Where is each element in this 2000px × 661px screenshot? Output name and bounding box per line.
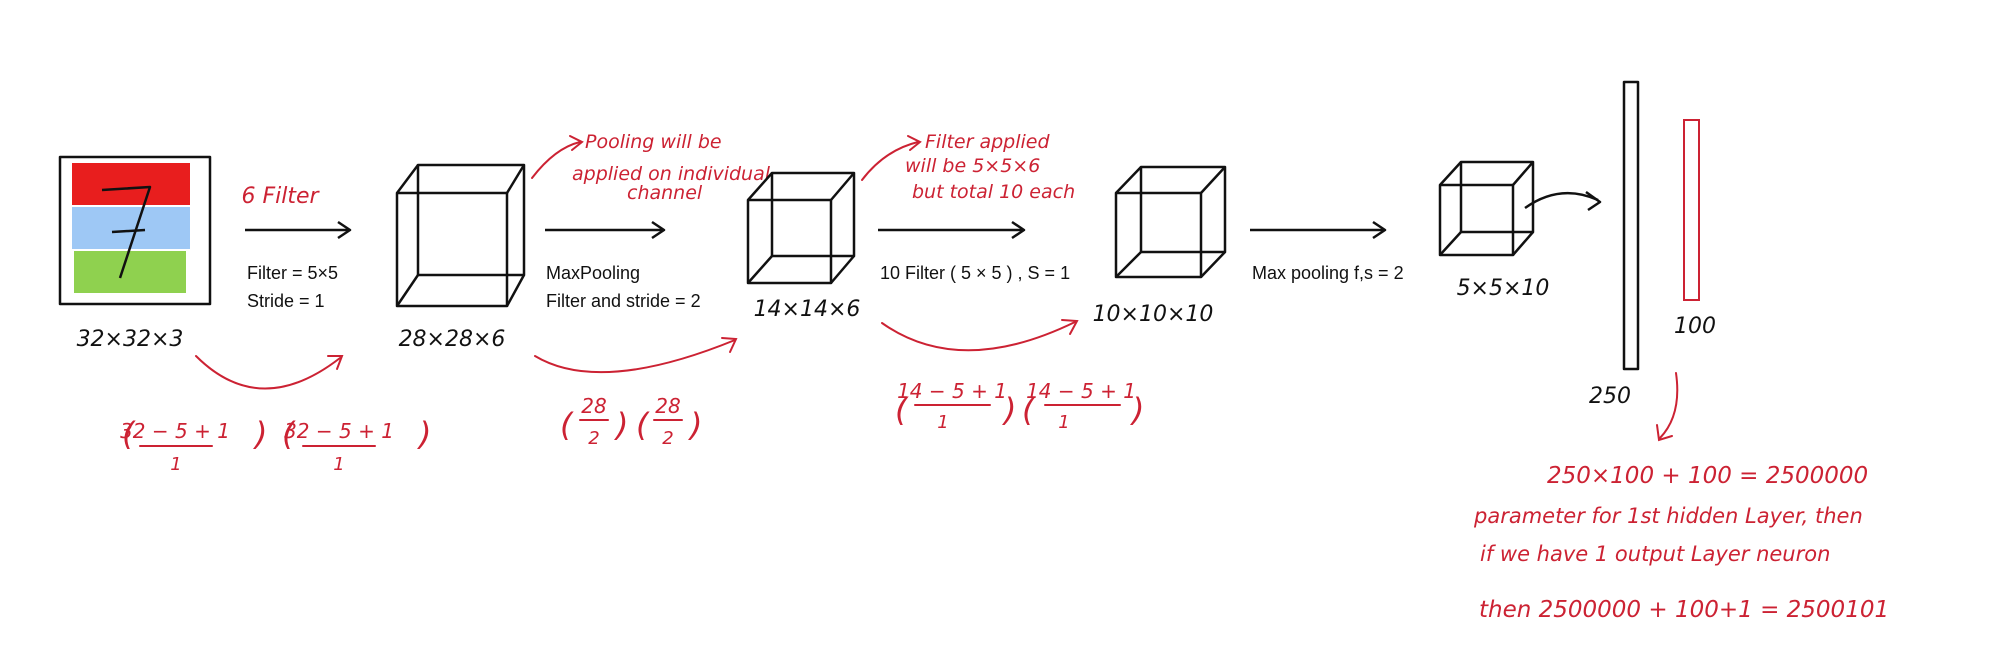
svg-text:): ) xyxy=(417,415,431,453)
cube1-dims: 28×28×6 xyxy=(399,327,506,352)
pool2-label: Max pooling f,s = 2 xyxy=(1252,263,1404,283)
curved-arrow-icon xyxy=(1659,372,1679,439)
cube2-dims: 14×14×6 xyxy=(754,297,861,322)
svg-text:2: 2 xyxy=(588,428,599,449)
pool-note-line-3: channel xyxy=(627,182,703,204)
svg-text:(: ( xyxy=(1022,391,1036,429)
pool1-step: MaxPooling Filter and stride = 2 Pooling… xyxy=(531,131,771,449)
arrow-head-icon xyxy=(1372,220,1387,240)
svg-text:1: 1 xyxy=(937,412,948,433)
svg-text:28: 28 xyxy=(655,394,680,418)
svg-text:(: ( xyxy=(122,415,136,453)
feature-map-cube-1: 28×28×6 xyxy=(395,163,526,352)
conv1-formula: ( 32 − 5 + 1 1 ) ( 32 − 5 + 1 1 ) xyxy=(120,415,431,475)
pool1-detail: Filter and stride = 2 xyxy=(546,291,701,311)
curved-arrow-icon xyxy=(534,339,736,374)
feature-map-cube-4: 5×5×10 xyxy=(1438,160,1602,301)
pool1-title: MaxPooling xyxy=(546,263,640,283)
conv2-label: 10 Filter ( 5 × 5 ) , S = 1 xyxy=(880,263,1070,283)
svg-text:(: ( xyxy=(895,391,909,429)
calc-line-3: if we have 1 output Layer neuron xyxy=(1480,542,1830,566)
hidden-size: 100 xyxy=(1674,314,1716,339)
svg-text:2: 2 xyxy=(662,428,673,449)
svg-text:): ) xyxy=(253,415,267,453)
conv1-stride-label: Stride = 1 xyxy=(247,291,325,311)
green-channel-swatch xyxy=(74,251,186,293)
svg-text:14 − 5 + 1: 14 − 5 + 1 xyxy=(897,379,1007,403)
svg-text:(: ( xyxy=(560,406,574,444)
curved-arrow-icon xyxy=(195,355,341,390)
filter-count-annotation: 6 Filter xyxy=(241,184,320,209)
curved-arrow-icon xyxy=(881,321,1076,352)
svg-text:(: ( xyxy=(282,415,296,453)
arrow-head-icon xyxy=(1011,220,1026,240)
curved-arrow-icon xyxy=(1524,191,1599,210)
svg-text:(: ( xyxy=(636,406,650,444)
calc-line-1: 250×100 + 100 = 2500000 xyxy=(1547,463,1868,489)
svg-text:): ) xyxy=(688,406,702,444)
pool-note-line-1: Pooling will be xyxy=(585,131,722,153)
parameter-calculation: 250×100 + 100 = 2500000 parameter for 1s… xyxy=(1473,463,1889,623)
pool2-step: Max pooling f,s = 2 xyxy=(1250,220,1404,283)
conv1-filter-label: Filter = 5×5 xyxy=(247,263,338,283)
conv2-step: 10 Filter ( 5 × 5 ) , S = 1 Filter appli… xyxy=(861,131,1144,433)
input-image: 32×32×3 xyxy=(58,155,212,352)
hidden-layer-bar xyxy=(1683,119,1700,301)
feature-map-cube-2: 14×14×6 xyxy=(746,171,861,322)
curved-arrow-icon xyxy=(861,141,919,181)
flatten-size: 250 xyxy=(1589,384,1631,409)
pool1-formula: ( 28 2 ) ( 28 2 ) xyxy=(560,394,702,449)
conv1-step: 6 Filter Filter = 5×5 Stride = 1 ( 32 − … xyxy=(120,184,431,475)
dense-layers: 250 100 xyxy=(1589,80,1716,442)
calc-line-2: parameter for 1st hidden Layer, then xyxy=(1473,504,1863,528)
svg-text:1: 1 xyxy=(333,454,344,475)
svg-text:): ) xyxy=(1002,391,1016,429)
arrow-head-icon xyxy=(337,220,352,240)
calc-line-4: then 2500000 + 100+1 = 2500101 xyxy=(1479,597,1889,623)
svg-text:28: 28 xyxy=(581,394,606,418)
digit-seven-stroke xyxy=(101,185,152,279)
svg-text:14 − 5 + 1: 14 − 5 + 1 xyxy=(1026,379,1136,403)
flatten-layer-bar xyxy=(1622,80,1640,371)
pool-note-line-2: applied on individual xyxy=(572,163,771,185)
feature-map-cube-3: 10×10×10 xyxy=(1093,165,1227,327)
curved-arrow-icon xyxy=(531,141,581,179)
digit-seven-bar xyxy=(111,228,146,234)
cube3-dims: 10×10×10 xyxy=(1093,302,1214,327)
cube4-dims: 5×5×10 xyxy=(1457,276,1550,301)
svg-text:1: 1 xyxy=(170,454,181,475)
conv2-formula: ( 14 − 5 + 1 1 ) ( 14 − 5 + 1 1 ) xyxy=(895,379,1144,433)
svg-text:32 − 5 + 1: 32 − 5 + 1 xyxy=(120,419,230,443)
conv2-note-line-2: will be 5×5×6 xyxy=(905,155,1040,177)
svg-text:32 − 5 + 1: 32 − 5 + 1 xyxy=(284,419,394,443)
arrow-head-icon xyxy=(651,220,666,240)
svg-text:): ) xyxy=(614,406,628,444)
red-channel-swatch xyxy=(72,163,190,205)
conv2-note-line-1: Filter applied xyxy=(925,131,1050,153)
conv2-note-line-3: but total 10 each xyxy=(912,181,1075,203)
input-dims: 32×32×3 xyxy=(77,327,184,352)
svg-text:1: 1 xyxy=(1058,412,1069,433)
svg-text:): ) xyxy=(1130,391,1144,429)
